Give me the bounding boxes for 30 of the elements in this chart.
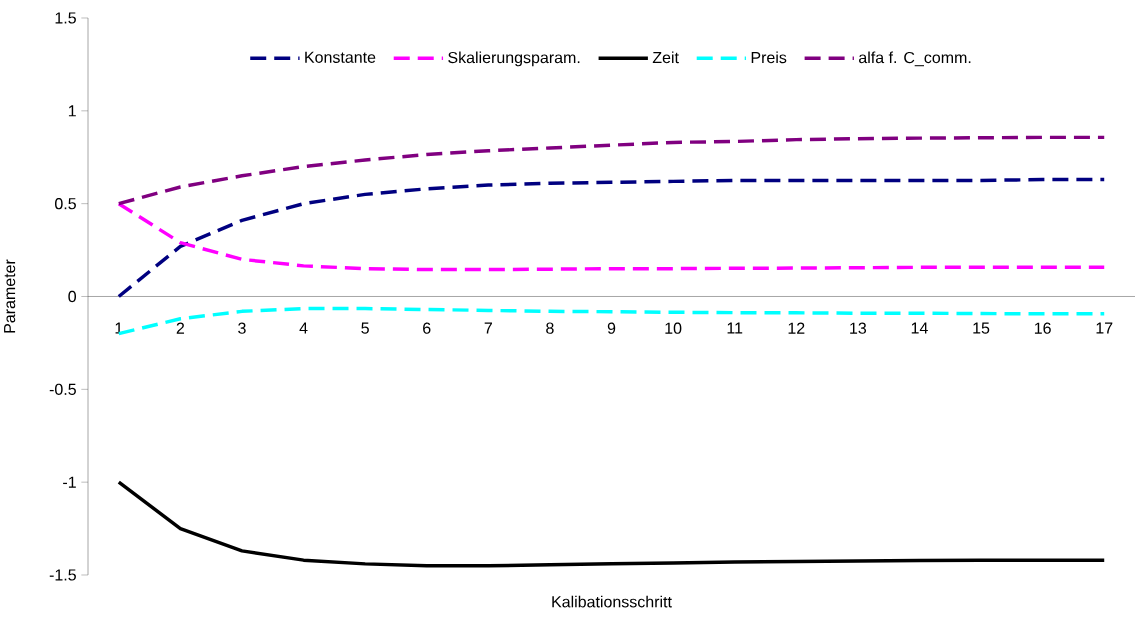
y-tick-label: 0.5 xyxy=(55,198,76,210)
x-tick-label: 14 xyxy=(911,322,928,334)
y-axis-title: Parameter xyxy=(4,259,16,333)
legend-label: Preis xyxy=(751,51,787,64)
x-tick-label: 13 xyxy=(850,322,867,334)
x-tick-label: 6 xyxy=(423,322,431,334)
y-tick-label: 0 xyxy=(68,290,77,303)
x-tick-label: 11 xyxy=(727,322,743,334)
y-tick-label: -0.5 xyxy=(49,383,76,395)
x-tick-label: 16 xyxy=(1034,322,1051,334)
y-tick-label: 1.5 xyxy=(55,12,76,24)
x-tick-label: 12 xyxy=(788,322,805,334)
y-tick-label: -1 xyxy=(63,476,76,488)
x-tick-label: 8 xyxy=(546,322,554,334)
x-tick-label: 5 xyxy=(361,322,369,334)
y-tick-label: 1 xyxy=(68,105,76,117)
x-tick-label: 3 xyxy=(238,322,246,334)
legend-label: Konstante xyxy=(305,51,376,63)
y-tick-label: -1.5 xyxy=(49,569,76,581)
x-tick-label: 2 xyxy=(176,322,185,334)
x-tick-label: 4 xyxy=(299,322,308,334)
legend-label: Skalierungsparam. xyxy=(448,51,580,67)
x-tick-label: 15 xyxy=(973,322,990,334)
x-tick-label: 10 xyxy=(665,322,682,334)
x-tick-label: 7 xyxy=(484,322,492,334)
x-tick-label: 17 xyxy=(1096,322,1113,334)
legend-label: alfa f. C_comm. xyxy=(859,51,971,67)
x-tick-label: 9 xyxy=(607,322,616,334)
x-axis-title: Kalibationsschritt xyxy=(552,595,672,608)
legend-label: Zeit xyxy=(652,51,679,64)
